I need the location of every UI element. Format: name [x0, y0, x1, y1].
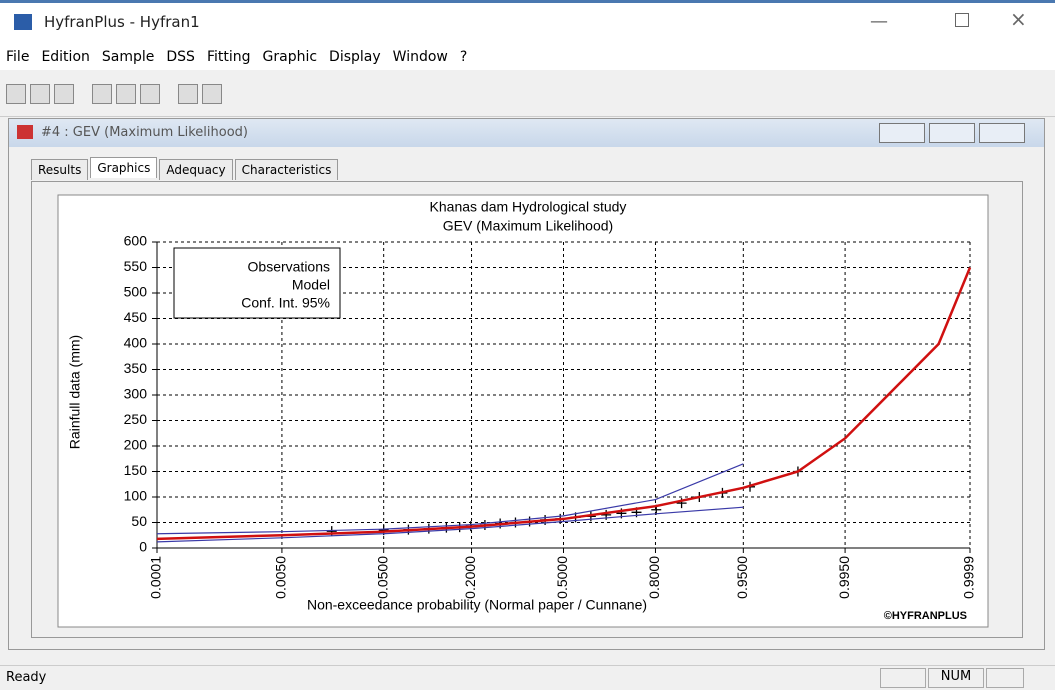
status-pane [986, 668, 1024, 688]
open-button[interactable] [30, 84, 50, 104]
x-tick-label: 0.0001 [148, 556, 164, 599]
copy-button[interactable] [116, 84, 136, 104]
paste-button[interactable] [140, 84, 160, 104]
child-restore[interactable] [929, 123, 975, 143]
y-tick-label: 100 [124, 488, 148, 504]
watermark: ©HYFRANPLUS [884, 610, 967, 622]
child-window: #4 : GEV (Maximum Likelihood) Results Gra… [8, 118, 1045, 650]
menu-item[interactable]: Graphic [262, 49, 318, 65]
tab-panel: Khanas dam Hydrological study GEV (Maxim… [31, 181, 1023, 638]
menu-item[interactable]: File [6, 49, 30, 65]
y-tick-label: 250 [124, 411, 148, 427]
child-minimize[interactable] [879, 123, 925, 143]
x-tick-label: 0.9950 [836, 556, 852, 599]
x-tick-label: 0.2000 [462, 556, 478, 599]
child-title-bar: #4 : GEV (Maximum Likelihood) [9, 119, 1044, 147]
x-axis-label: Non-exceedance probability (Normal paper… [307, 597, 647, 613]
app-icon [14, 14, 32, 30]
status-pane [880, 668, 926, 688]
y-axis-label: Rainfull data (mm) [67, 335, 83, 449]
y-tick-label: 0 [139, 539, 147, 555]
tab[interactable]: Characteristics [234, 159, 339, 180]
x-tick-label: 0.0500 [374, 556, 390, 599]
new-button[interactable] [6, 84, 26, 104]
menu-item[interactable]: Edition [41, 49, 90, 65]
menu-item[interactable]: Window [392, 49, 448, 65]
y-tick-label: 600 [124, 233, 148, 249]
y-tick-label: 500 [124, 284, 148, 300]
child-close[interactable] [979, 123, 1025, 143]
child-icon [17, 125, 33, 139]
legend-label: Conf. Int. 95% [241, 295, 330, 311]
y-tick-label: 50 [131, 513, 147, 529]
status-text: Ready [6, 670, 47, 685]
title-bar: HyfranPlus - Hyfran1 — × [0, 0, 1055, 44]
status-bar: Ready NUM [0, 665, 1055, 690]
tab[interactable]: Graphics [90, 157, 158, 178]
cut-button[interactable] [92, 84, 112, 104]
menu-item[interactable]: Sample [101, 49, 155, 65]
y-tick-label: 200 [124, 437, 148, 453]
x-tick-label: 0.0050 [273, 556, 289, 599]
minimize-button[interactable]: — [870, 11, 888, 32]
y-tick-label: 450 [124, 309, 148, 325]
confidence-upper [156, 463, 744, 535]
child-title: #4 : GEV (Maximum Likelihood) [41, 125, 248, 140]
menu-item[interactable]: ? [459, 49, 468, 65]
tab[interactable]: Adequacy [159, 159, 233, 180]
menu-item[interactable]: Fitting [206, 49, 251, 65]
y-tick-label: 300 [124, 386, 148, 402]
model-curve [156, 267, 972, 541]
legend-box [173, 247, 341, 319]
confidence-lower [156, 506, 744, 543]
menu-bar: File Edition Sample DSS Fitting Graphic Displa… [0, 44, 1055, 70]
x-tick-label: 0.9999 [961, 556, 977, 599]
help-button[interactable] [202, 84, 222, 104]
print-button[interactable] [178, 84, 198, 104]
save-button[interactable] [54, 84, 74, 104]
menu-item[interactable]: DSS [166, 49, 195, 65]
num-indicator: NUM [928, 668, 984, 688]
toolbar [0, 72, 1055, 117]
tab-strip: Results Graphics Adequacy Characteristics [31, 157, 340, 180]
maximize-button[interactable] [955, 13, 969, 27]
chart: Khanas dam Hydrological study GEV (Maxim… [57, 194, 989, 628]
y-tick-label: 150 [124, 462, 148, 478]
window-title: HyfranPlus - Hyfran1 [44, 13, 200, 31]
tab[interactable]: Results [31, 159, 89, 180]
x-tick-label: 0.5000 [554, 556, 570, 599]
menu-item[interactable]: Display [329, 49, 381, 65]
x-tick-label: 0.9500 [734, 556, 750, 599]
x-tick-label: 0.8000 [646, 556, 662, 599]
legend-label: Model [292, 277, 330, 293]
chart-subtitle: GEV (Maximum Likelihood) [443, 218, 613, 234]
legend-label: Observations [248, 259, 330, 275]
y-tick-label: 550 [124, 258, 148, 274]
y-tick-label: 350 [124, 360, 148, 376]
y-tick-label: 400 [124, 335, 148, 351]
close-button[interactable]: × [1010, 7, 1027, 31]
chart-title: Khanas dam Hydrological study [430, 199, 627, 215]
